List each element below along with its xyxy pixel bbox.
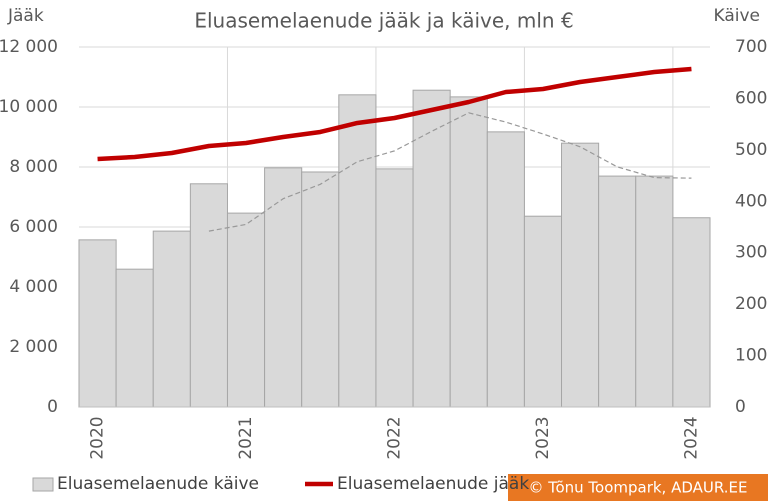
y-tick-label: 10 000	[0, 97, 58, 117]
bar	[486, 131, 525, 408]
y2-tick-label: 0	[735, 397, 746, 417]
y2-tick-label: 200	[735, 294, 767, 314]
bar	[152, 230, 191, 408]
trend-line	[208, 112, 692, 232]
y-axis-title: Jääk	[7, 6, 44, 26]
x-tick-label: 2022	[385, 416, 405, 459]
bar	[449, 96, 488, 408]
y2-axis-title: Käive	[713, 6, 760, 26]
source-box	[508, 474, 768, 501]
bar	[635, 175, 674, 408]
bar	[301, 171, 340, 408]
y2-tick-label: 600	[735, 88, 767, 108]
y2-tick-label: 500	[735, 140, 767, 160]
legend-label: Eluasemelaenude jääk	[337, 474, 529, 494]
chart-title: Eluasemelaenude jääk ja käive, mln €	[194, 9, 573, 33]
y-tick-label: 0	[47, 397, 58, 417]
x-tick-label: 2021	[236, 416, 256, 459]
bar	[78, 239, 117, 408]
x-tick-label: 2024	[681, 416, 701, 459]
y2-tick-label: 700	[735, 37, 767, 57]
bar	[672, 217, 711, 408]
y-tick-label: 8 000	[9, 157, 58, 177]
x-tick-label: 2023	[533, 416, 553, 459]
bar	[226, 212, 266, 408]
bar	[189, 183, 228, 408]
y2-tick-label: 100	[735, 346, 767, 366]
bar	[598, 175, 637, 408]
legend-label: Eluasemelaenude käive	[57, 474, 259, 494]
legend-swatch	[32, 477, 54, 492]
bar	[523, 215, 563, 408]
y-tick-label: 12 000	[0, 37, 58, 57]
x-tick-label: 2020	[88, 416, 108, 459]
y2-tick-label: 300	[735, 243, 767, 263]
source: © Tõnu Toompark, ADAUR.EE	[528, 479, 747, 497]
line	[97, 66, 692, 162]
bar	[115, 268, 154, 408]
y2-tick-label: 400	[735, 191, 767, 211]
bar	[375, 168, 414, 408]
bar	[264, 167, 303, 408]
y-tick-label: 6 000	[9, 217, 58, 237]
bar	[561, 142, 600, 408]
y-tick-label: 2 000	[9, 337, 58, 357]
bar	[338, 94, 377, 408]
y-tick-label: 4 000	[9, 277, 58, 297]
